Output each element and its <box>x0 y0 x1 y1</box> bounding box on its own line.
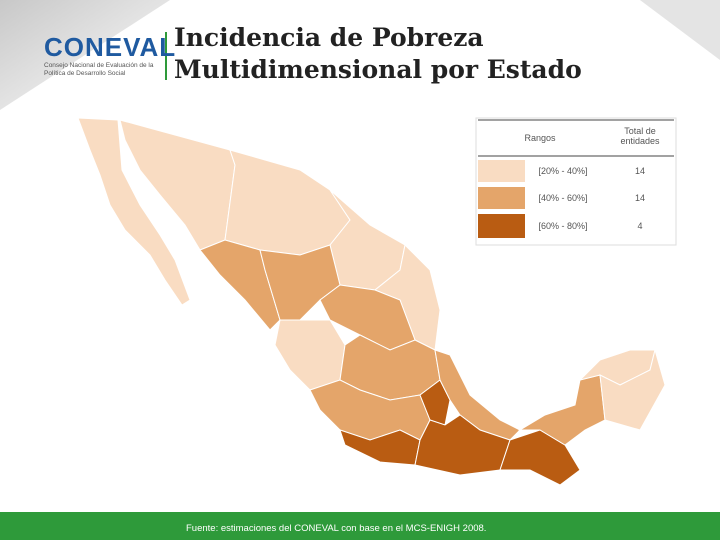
legend-swatch <box>478 214 525 238</box>
footer-bar <box>0 512 720 540</box>
state <box>599 348 666 431</box>
legend-header: Rangos <box>524 133 556 143</box>
logo-subtitle: Consejo Nacional de Evaluación de la Pol… <box>44 62 154 77</box>
title: Incidencia de Pobreza Multidimensional p… <box>174 23 582 84</box>
legend-swatch <box>478 187 525 209</box>
corner-decoration <box>640 0 720 60</box>
state <box>77 117 191 306</box>
map <box>77 117 666 486</box>
footer-text: Fuente: estimaciones del CONEVAL con bas… <box>186 523 487 534</box>
state <box>224 149 351 256</box>
legend-count: 14 <box>634 166 645 176</box>
legend-range: [60% - 80%] <box>538 221 588 231</box>
legend-range: [40% - 60%] <box>538 193 588 203</box>
legend-count: 14 <box>634 193 645 203</box>
corner-decoration <box>0 0 170 110</box>
state <box>414 414 511 476</box>
legend-count: 4 <box>637 221 643 231</box>
logo: CONEVAL <box>44 32 177 62</box>
legend-range: [20% - 40%] <box>538 166 588 176</box>
legend-swatch <box>478 160 525 182</box>
state <box>274 319 346 391</box>
state <box>419 379 451 426</box>
legend-header: Total de entidades <box>620 126 660 146</box>
